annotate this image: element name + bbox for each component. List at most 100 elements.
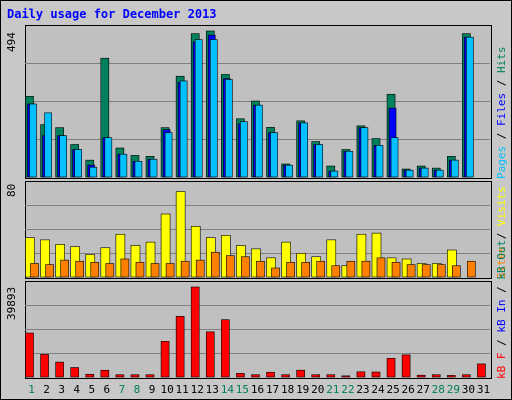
x-tick-label-day-11: 11: [176, 383, 189, 396]
bar-sites-day-9: [150, 263, 160, 278]
bar-pages-day-30: [466, 36, 474, 178]
x-tick-label-day-10: 10: [160, 383, 173, 396]
x-tick-label-day-15: 15: [236, 383, 249, 396]
bar-kb-day-13: [205, 331, 215, 378]
bar-visits-day-21: [326, 239, 337, 278]
bar-kb-day-10: [160, 341, 170, 378]
bar-kb-day-12: [190, 286, 200, 378]
bar-kb-day-26: [401, 354, 411, 378]
bar-sites-day-10: [165, 263, 175, 278]
bar-kb-day-31: [477, 363, 486, 378]
bar-kb-day-8: [130, 374, 140, 378]
bar-kb-day-1: [25, 332, 34, 378]
bar-kb-day-4: [70, 367, 79, 378]
bar-sites-day-8: [135, 262, 145, 278]
bar-kb-day-22: [341, 375, 351, 378]
bar-sites-day-11: [180, 260, 190, 278]
bar-pages-day-12: [194, 39, 203, 178]
x-tick-label-day-7: 7: [119, 383, 126, 396]
bar-pages-day-3: [59, 135, 67, 178]
x-tick-label-day-14: 14: [221, 383, 235, 396]
x-tick-label-day-24: 24: [371, 383, 385, 396]
bar-pages-day-7: [119, 153, 128, 178]
bar-pages-day-26: [405, 169, 414, 178]
bar-pages-day-1: [29, 103, 37, 178]
x-tick-label-day-22: 22: [341, 383, 354, 396]
bar-pages-day-29: [451, 159, 459, 178]
bar-pages-day-24: [375, 145, 384, 178]
bar-sites-day-3: [60, 259, 69, 278]
bar-kb-day-9: [145, 374, 155, 378]
bar-pages-day-2: [44, 112, 52, 178]
x-tick-label-day-6: 6: [104, 383, 111, 396]
bar-pages-day-15: [240, 121, 248, 178]
x-tick-label-day-29: 29: [447, 383, 460, 396]
bar-visits-day-18: [281, 241, 291, 278]
x-tick-label-day-21: 21: [326, 383, 339, 396]
bar-sites-day-19: [301, 262, 310, 278]
bar-pages-day-27: [420, 167, 429, 178]
bar-sites-day-26: [406, 264, 416, 278]
x-tick-label-day-18: 18: [281, 383, 294, 396]
bar-kb-day-27: [416, 374, 426, 378]
bar-visits-day-6: [100, 247, 111, 278]
bar-visits-day-11: [175, 191, 186, 278]
x-tick-label-day-23: 23: [356, 383, 369, 396]
x-tick-label-day-30: 30: [462, 383, 475, 396]
bar-kb-day-3: [55, 361, 64, 378]
bar-sites-day-23: [361, 260, 371, 278]
bar-kb-day-29: [447, 375, 456, 378]
bar-kb-day-24: [371, 371, 381, 378]
bar-kb-day-11: [175, 316, 185, 378]
x-tick-label-day-25: 25: [386, 383, 399, 396]
x-tick-label-day-4: 4: [73, 383, 80, 396]
bar-kb-day-25: [386, 357, 396, 378]
bar-kb-day-28: [431, 374, 441, 378]
x-tick-label-day-9: 9: [149, 383, 156, 396]
x-tick-label-day-13: 13: [206, 383, 219, 396]
bar-sites-day-16: [256, 260, 265, 278]
x-tick-label-day-17: 17: [266, 383, 279, 396]
bar-sites-day-12: [195, 259, 205, 278]
bar-sites-day-13: [210, 251, 220, 278]
x-tick-label-day-19: 19: [296, 383, 309, 396]
bar-sites-day-25: [391, 262, 401, 278]
x-tick-label-day-31: 31: [477, 383, 490, 396]
bar-pages-day-10: [164, 132, 173, 178]
x-tick-label-day-2: 2: [43, 383, 50, 396]
bar-kb-day-17: [266, 371, 275, 378]
bar-pages-day-6: [104, 137, 113, 178]
bar-sites-day-29: [452, 265, 461, 278]
bar-kb-day-21: [326, 374, 336, 378]
bar-sites-day-18: [286, 262, 295, 278]
bar-kb-day-14: [221, 319, 230, 378]
x-tick-label-day-28: 28: [432, 383, 445, 396]
bar-pages-day-11: [179, 80, 188, 178]
bar-visits-day-7: [115, 233, 126, 278]
bar-sites-day-14: [226, 255, 235, 278]
x-tick-label-day-12: 12: [191, 383, 204, 396]
x-tick-label-day-1: 1: [28, 383, 35, 396]
bar-sites-day-7: [120, 258, 130, 278]
bar-visits-day-12: [190, 226, 201, 278]
bar-pages-day-9: [149, 158, 158, 178]
bar-sites-day-6: [105, 263, 115, 278]
bar-pages-day-4: [74, 149, 82, 178]
bar-sites-day-22: [346, 260, 356, 278]
x-tick-label-day-20: 20: [311, 383, 324, 396]
bar-pages-day-5: [89, 166, 98, 178]
x-tick-label-day-5: 5: [88, 383, 95, 396]
bar-kb-day-19: [296, 369, 305, 378]
bar-pages-day-19: [300, 122, 308, 178]
bar-sites-day-4: [75, 260, 84, 278]
bar-sites-day-2: [45, 264, 54, 278]
bar-kb-day-30: [462, 374, 471, 378]
bar-sites-day-15: [241, 256, 250, 278]
bar-visits-day-17: [266, 257, 276, 278]
bar-visits-day-23: [356, 233, 367, 278]
bar-visits-day-29: [447, 249, 457, 278]
chart-title: Daily usage for December 2013: [7, 7, 217, 21]
bar-visits-day-10: [160, 213, 171, 278]
bar-pages-day-17: [270, 132, 278, 178]
